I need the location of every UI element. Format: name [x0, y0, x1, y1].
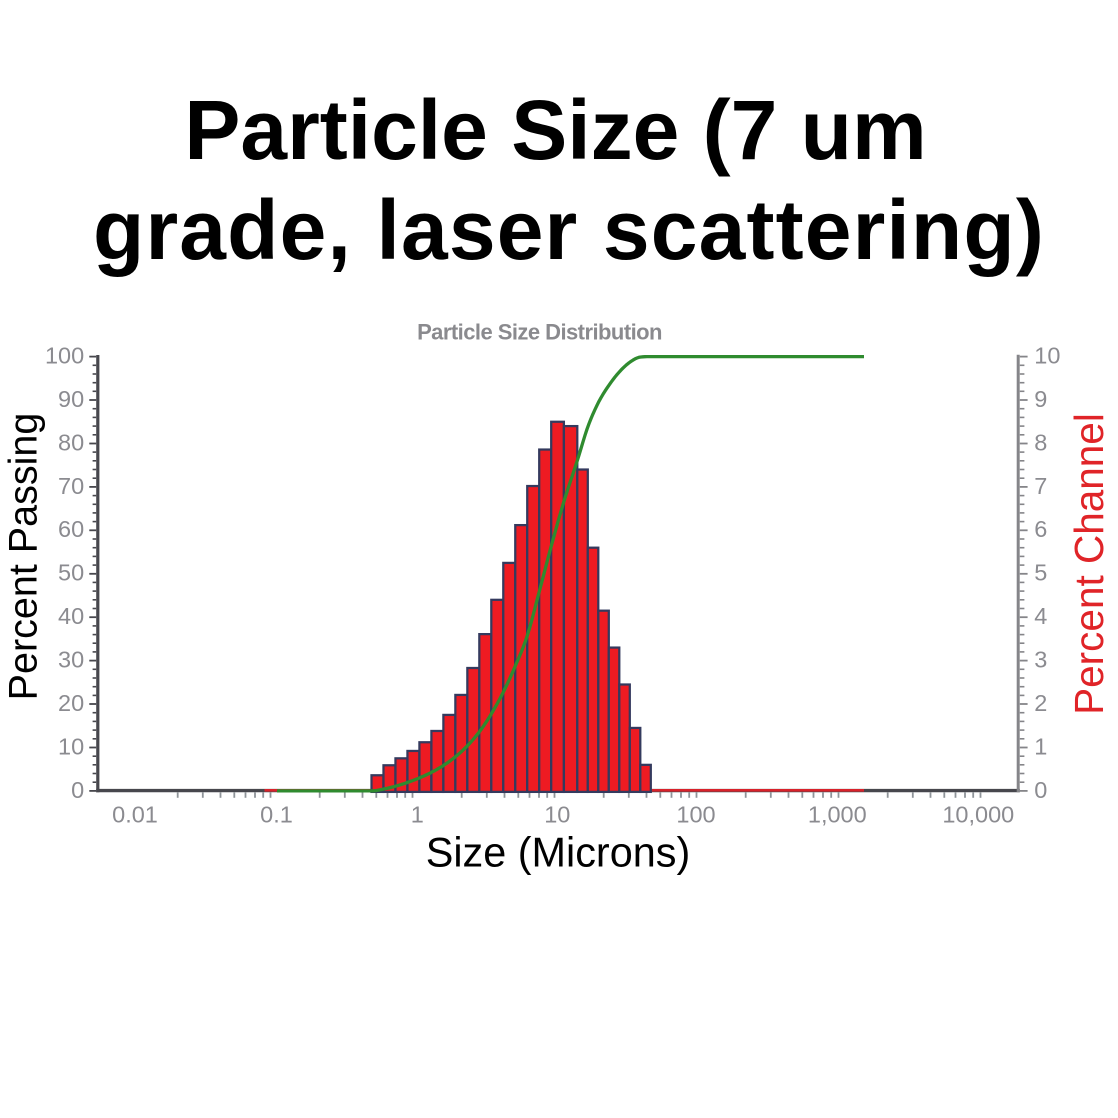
svg-text:0: 0 — [71, 777, 84, 803]
svg-text:0.01: 0.01 — [112, 802, 158, 828]
svg-text:10: 10 — [58, 733, 84, 759]
svg-text:6: 6 — [1034, 516, 1047, 542]
svg-text:60: 60 — [58, 516, 84, 542]
svg-text:Size (Microns): Size (Microns) — [426, 829, 690, 875]
svg-text:0.1: 0.1 — [260, 802, 293, 828]
svg-text:1: 1 — [1034, 733, 1047, 759]
svg-text:Percent Channel: Percent Channel — [1066, 413, 1112, 715]
svg-text:100: 100 — [676, 802, 715, 828]
svg-text:100: 100 — [45, 343, 84, 369]
svg-text:30: 30 — [58, 647, 84, 673]
svg-text:8: 8 — [1034, 429, 1047, 455]
svg-text:Particle Size Distribution: Particle Size Distribution — [417, 319, 662, 344]
svg-text:80: 80 — [58, 429, 84, 455]
svg-text:Percent Passing: Percent Passing — [2, 413, 46, 701]
svg-text:3: 3 — [1034, 647, 1047, 673]
svg-text:1: 1 — [411, 802, 424, 828]
svg-text:10,000: 10,000 — [942, 802, 1014, 828]
svg-text:90: 90 — [58, 386, 84, 412]
svg-text:10: 10 — [544, 802, 570, 828]
svg-text:10: 10 — [1034, 343, 1060, 369]
svg-text:9: 9 — [1034, 386, 1047, 412]
svg-text:2: 2 — [1034, 690, 1047, 716]
svg-text:4: 4 — [1034, 603, 1047, 629]
svg-text:0: 0 — [1034, 777, 1047, 803]
svg-text:50: 50 — [58, 560, 84, 586]
svg-text:1,000: 1,000 — [808, 802, 867, 828]
svg-text:7: 7 — [1034, 473, 1047, 499]
svg-text:40: 40 — [58, 603, 84, 629]
svg-text:70: 70 — [58, 473, 84, 499]
svg-text:5: 5 — [1034, 560, 1047, 586]
svg-text:20: 20 — [58, 690, 84, 716]
